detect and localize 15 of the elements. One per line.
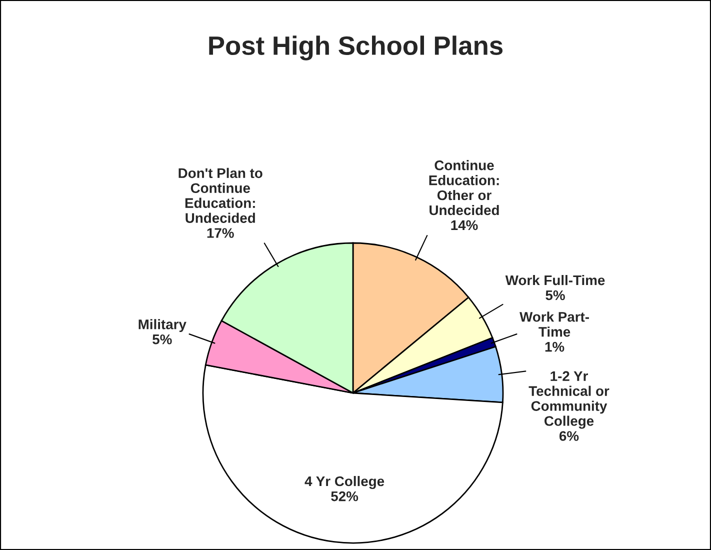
legend-label: Work Part- Time — [520, 312, 589, 337]
slice-label: Work Full-Time — [505, 274, 605, 286]
data-label: 52% — [331, 491, 358, 502]
data-label: 1% — [545, 342, 564, 352]
slice-label: Military — [138, 319, 186, 332]
data-label: 5% — [152, 334, 172, 344]
slice-label: Continue Education: Other or Undecided — [429, 160, 499, 216]
data-label: 6% — [559, 431, 579, 441]
data-label: 14% — [451, 220, 478, 230]
slice-label: Don't Plan to Continue Education: Undecided — [178, 168, 262, 223]
data-label: 5% — [546, 290, 565, 300]
slice-label: 4 Yr College — [304, 476, 384, 489]
data-label: 17% — [207, 228, 234, 238]
chart-title: Post High School Plans — [209, 36, 503, 60]
slice-label: 1-2 Yr Technical or Community College — [528, 371, 610, 429]
